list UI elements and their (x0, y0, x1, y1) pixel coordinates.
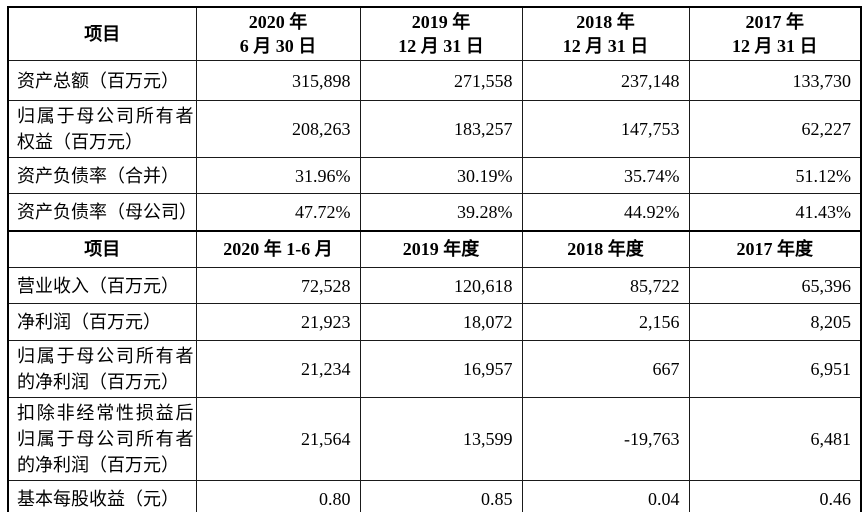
value-cell: 47.72% (195, 193, 361, 231)
value-cell: 2,156 (521, 303, 690, 341)
value-cell: 30.19% (359, 157, 523, 194)
income-header-row: 项目 2020 年 1-6 月 2019 年度 2018 年度 2017 年度 (7, 229, 862, 268)
value-cell: 6,481 (688, 397, 862, 481)
value-cell: 44.92% (521, 193, 690, 231)
header-line-date: 12 月 31 日 (732, 36, 818, 56)
header-item-label: 项目 (84, 239, 121, 260)
value-cell: 271,558 (359, 60, 523, 101)
table-row-basic-eps: 基本每股收益（元） 0.80 0.85 0.04 0.46 (7, 480, 862, 512)
header-period-label: 2019 年度 (402, 239, 480, 260)
table-row-operating-revenue: 营业收入（百万元） 72,528 120,618 85,722 65,396 (7, 267, 862, 304)
value-cell: 16,957 (359, 340, 523, 398)
header-item-cell: 项目 (7, 6, 197, 61)
value-cell: 13,599 (359, 397, 523, 481)
table-row-parent-equity: 归属于母公司所有者权益（百万元） 208,263 183,257 147,753… (7, 100, 862, 158)
row-label: 归属于母公司所有者权益（百万元） (7, 100, 197, 158)
row-label: 营业收入（百万元） (7, 267, 197, 304)
value-cell: 133,730 (688, 60, 862, 101)
row-label: 资产总额（百万元） (7, 60, 197, 101)
header-cell-2017-fy: 2017 年度 (688, 229, 862, 268)
value-cell: 6,951 (688, 340, 862, 398)
header-item-label: 项目 (84, 24, 121, 44)
table-row-debt-ratio-consolidated: 资产负债率（合并） 31.96% 30.19% 35.74% 51.12% (7, 157, 862, 194)
value-cell: 72,528 (195, 267, 361, 304)
value-cell: 208,263 (195, 100, 361, 158)
value-cell: 8,205 (688, 303, 862, 341)
table-row-total-assets: 资产总额（百万元） 315,898 271,558 237,148 133,73… (7, 60, 862, 101)
header-period-label: 2017 年度 (736, 239, 814, 260)
header-cell-2017-12-31: 2017 年 12 月 31 日 (688, 6, 862, 61)
value-cell: 667 (521, 340, 690, 398)
value-cell: 41.43% (688, 193, 862, 231)
value-cell: 62,227 (688, 100, 862, 158)
value-cell: 0.85 (359, 480, 523, 512)
value-cell: 65,396 (688, 267, 862, 304)
value-cell: 147,753 (521, 100, 690, 158)
header-cell-2018-12-31: 2018 年 12 月 31 日 (521, 6, 690, 61)
header-line-date: 12 月 31 日 (398, 36, 484, 56)
value-cell: 39.28% (359, 193, 523, 231)
header-cell-2019-12-31: 2019 年 12 月 31 日 (359, 6, 523, 61)
value-cell: 237,148 (521, 60, 690, 101)
header-line-date: 6 月 30 日 (239, 36, 317, 56)
header-line-year: 2017 年 (745, 12, 805, 32)
row-label: 基本每股收益（元） (7, 480, 197, 512)
row-label: 归属于母公司所有者的净利润（百万元） (7, 340, 197, 398)
row-label: 扣除非经常性损益后归属于母公司所有者的净利润（百万元） (7, 397, 197, 481)
value-cell: 85,722 (521, 267, 690, 304)
value-cell: 315,898 (195, 60, 361, 101)
balance-header-row: 项目 2020 年 6 月 30 日 2019 年 12 月 31 日 2018… (7, 6, 862, 61)
value-cell: 0.04 (521, 480, 690, 512)
value-cell: 31.96% (195, 157, 361, 194)
value-cell: 0.80 (195, 480, 361, 512)
value-cell: 18,072 (359, 303, 523, 341)
header-period-label: 2018 年度 (567, 239, 644, 260)
row-label: 资产负债率（合并） (7, 157, 197, 194)
header-cell-2019-fy: 2019 年度 (359, 229, 523, 268)
header-line-year: 2019 年 (411, 12, 471, 32)
header-line-year: 2020 年 (248, 12, 308, 32)
header-line-date: 12 月 31 日 (562, 36, 649, 56)
value-cell: 21,564 (195, 397, 361, 481)
header-item-cell: 项目 (7, 229, 197, 268)
header-cell-2020-h1: 2020 年 1-6 月 (195, 229, 361, 268)
row-label: 资产负债率（母公司） (7, 193, 197, 231)
value-cell: -19,763 (521, 397, 690, 481)
value-cell: 51.12% (688, 157, 862, 194)
header-period-label: 2020 年 1-6 月 (223, 239, 333, 260)
value-cell: 21,923 (195, 303, 361, 341)
financial-summary-table: 项目 2020 年 6 月 30 日 2019 年 12 月 31 日 2018… (7, 6, 862, 512)
value-cell: 35.74% (521, 157, 690, 194)
table-row-net-profit: 净利润（百万元） 21,923 18,072 2,156 8,205 (7, 303, 862, 341)
header-line-year: 2018 年 (576, 12, 635, 32)
table-row-parent-net-profit: 归属于母公司所有者的净利润（百万元） 21,234 16,957 667 6,9… (7, 340, 862, 398)
value-cell: 183,257 (359, 100, 523, 158)
table-row-net-profit-excl-nonrecurring: 扣除非经常性损益后归属于母公司所有者的净利润（百万元） 21,564 13,59… (7, 397, 862, 481)
header-cell-2018-fy: 2018 年度 (521, 229, 690, 268)
value-cell: 0.46 (688, 480, 862, 512)
value-cell: 120,618 (359, 267, 523, 304)
table-row-debt-ratio-parent: 资产负债率（母公司） 47.72% 39.28% 44.92% 41.43% (7, 193, 862, 231)
value-cell: 21,234 (195, 340, 361, 398)
header-cell-2020-06-30: 2020 年 6 月 30 日 (195, 6, 361, 61)
row-label: 净利润（百万元） (7, 303, 197, 341)
